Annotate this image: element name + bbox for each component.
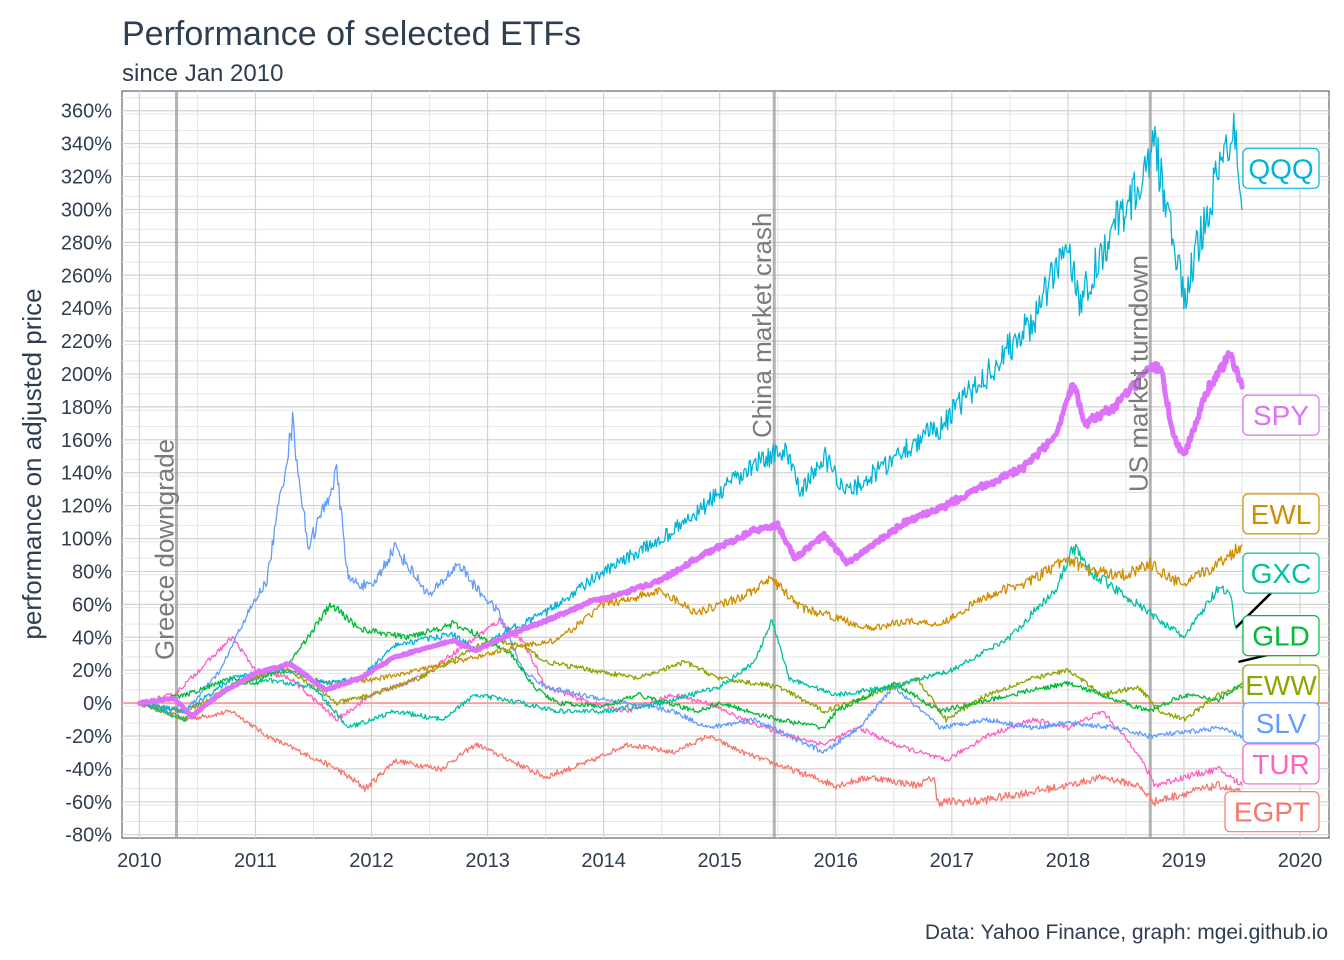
label-box [1242, 394, 1320, 436]
y-tick-label: 240% [61, 298, 112, 320]
y-axis-label: performance on adjusted price [17, 288, 47, 639]
series-line-eww [138, 637, 1243, 723]
label-text: EWW [1245, 670, 1317, 701]
label-text: SPY [1253, 400, 1309, 431]
series-label-ewl: EWL [1242, 493, 1320, 535]
chart-subtitle: since Jan 2010 [122, 60, 283, 87]
y-tick-label: 320% [61, 167, 112, 189]
series-line-ewl [138, 543, 1243, 714]
series-label-slv: SLV [1242, 702, 1320, 744]
label-text: TUR [1252, 749, 1310, 780]
label-connector [1235, 590, 1274, 629]
series-label-gld: GLD [1238, 615, 1320, 664]
x-tick-label: 2014 [581, 850, 626, 872]
label-text: EGPT [1234, 797, 1310, 828]
y-tick-label: 280% [61, 232, 112, 254]
x-tick-label: 2016 [814, 850, 859, 872]
y-tick-label: 120% [61, 496, 112, 518]
series-label-spy: SPY [1242, 394, 1320, 436]
label-box [1242, 615, 1320, 657]
chart-caption: Data: Yahoo Finance, graph: mgei.github.… [925, 921, 1328, 944]
chart-title: Performance of selected ETFs [122, 15, 581, 53]
y-tick-label: -40% [65, 759, 112, 781]
y-tick-label: 300% [61, 199, 112, 221]
series-label-egpt: EGPT [1224, 791, 1320, 833]
y-tick-label: 220% [61, 331, 112, 353]
y-tick-label: 80% [72, 561, 112, 583]
event-label: US market turndown [1123, 255, 1153, 492]
y-tick-label: 60% [72, 594, 112, 616]
series-label-tur: TUR [1242, 743, 1320, 785]
event-label: Greece downgrade [150, 439, 180, 660]
event-label: China market crash [747, 213, 777, 438]
label-box [1242, 147, 1320, 189]
label-box [1242, 493, 1320, 535]
series-label-eww: EWW [1242, 664, 1320, 706]
y-tick-label: 340% [61, 134, 112, 156]
label-text: EWL [1251, 499, 1312, 530]
label-text: SLV [1256, 708, 1307, 739]
series-line-slv [138, 411, 1243, 754]
label-text: GXC [1251, 558, 1312, 589]
plot-area: -80% -60% -40% -20% 0% 20% 40% 60% 80% 100% 120% 14… [61, 90, 1330, 872]
label-box [1224, 791, 1320, 833]
y-tick-label: 200% [61, 364, 112, 386]
y-tick-label: 100% [61, 529, 112, 551]
x-tick-label: 2017 [930, 850, 975, 872]
series-line-gld [138, 602, 1243, 730]
series-line-spy [136, 350, 1245, 719]
series-label-gxc: GXC [1235, 552, 1320, 629]
x-tick-label: 2010 [117, 850, 162, 872]
series-line-tur [138, 617, 1243, 788]
y-tick-label: 0% [83, 693, 112, 715]
x-tick-label: 2012 [349, 850, 394, 872]
y-tick-label: -60% [65, 792, 112, 814]
series-line-gxc [138, 543, 1237, 729]
label-box [1242, 702, 1320, 744]
y-tick-label: 360% [61, 101, 112, 123]
x-tick-label: 2013 [465, 850, 510, 872]
label-text: GLD [1252, 621, 1310, 652]
x-tick-label: 2019 [1162, 850, 1207, 872]
x-tick-label: 2020 [1278, 850, 1323, 872]
series-label-qqq: QQQ [1242, 147, 1320, 189]
y-tick-label: 20% [72, 660, 112, 682]
label-box [1242, 552, 1320, 594]
y-tick-label: -80% [65, 825, 112, 847]
series-line-egpt [138, 700, 1243, 807]
plot-border [121, 90, 1330, 839]
x-tick-label: 2018 [1046, 850, 1091, 872]
y-tick-label: 180% [61, 397, 112, 419]
x-tick-label: 2015 [697, 850, 742, 872]
y-tick-label: 260% [61, 265, 112, 287]
y-tick-label: 40% [72, 627, 112, 649]
label-text: QQQ [1248, 153, 1313, 184]
y-tick-label: -20% [65, 726, 112, 748]
y-tick-label: 160% [61, 430, 112, 452]
label-box [1242, 743, 1320, 785]
x-tick-label: 2011 [234, 850, 277, 872]
series-line-qqq [138, 112, 1243, 714]
y-tick-label: 140% [61, 463, 112, 485]
